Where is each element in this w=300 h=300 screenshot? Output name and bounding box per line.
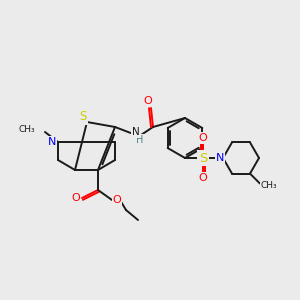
- Text: S: S: [79, 110, 87, 124]
- Text: N: N: [216, 153, 224, 163]
- Text: O: O: [199, 133, 207, 143]
- Text: O: O: [72, 193, 80, 203]
- Text: CH₃: CH₃: [261, 181, 277, 190]
- Text: O: O: [112, 195, 122, 205]
- Text: O: O: [199, 173, 207, 183]
- Text: S: S: [199, 152, 207, 164]
- Text: H: H: [136, 135, 144, 145]
- Text: CH₃: CH₃: [18, 125, 35, 134]
- Text: O: O: [144, 96, 152, 106]
- Text: N: N: [132, 127, 140, 137]
- Text: N: N: [48, 137, 56, 147]
